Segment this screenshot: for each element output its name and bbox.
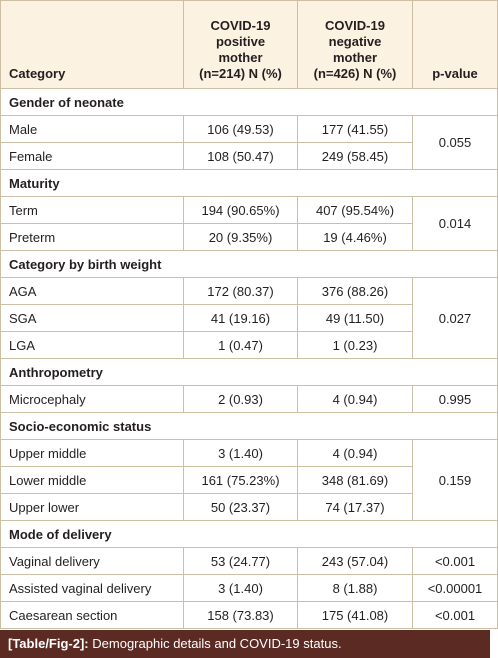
cell: 4 (0.94): [297, 385, 413, 413]
caption-label: [Table/Fig-2]:: [8, 636, 89, 651]
cell: 3 (1.40): [183, 439, 298, 467]
section-title: Gender of neonate: [0, 88, 498, 116]
header-category: Category: [0, 0, 184, 89]
cell: 2 (0.93): [183, 385, 298, 413]
section-row: Category by birth weight: [0, 250, 498, 278]
section-row: Maturity: [0, 169, 498, 197]
p-value: <0.001: [412, 547, 498, 575]
cell: 158 (73.83): [183, 601, 298, 629]
row-category: Preterm: [0, 223, 184, 251]
cell: 3 (1.40): [183, 574, 298, 602]
section-title: Anthropometry: [0, 358, 498, 386]
section-title: Socio-economic status: [0, 412, 498, 440]
header-line: mother: [218, 50, 263, 65]
row-category: LGA: [0, 331, 184, 359]
row-category: Assisted vaginal delivery: [0, 574, 184, 602]
cell: 407 (95.54%): [297, 196, 413, 224]
header-row: Category COVID-19 positive mother (n=214) N…: [0, 0, 498, 89]
cell: 194 (90.65%): [183, 196, 298, 224]
cell: 161 (75.23%): [183, 466, 298, 494]
header-line: COVID-19: [210, 18, 271, 33]
row-category: Male: [0, 115, 184, 143]
cell: 41 (19.16): [183, 304, 298, 332]
cell: 50 (23.37): [183, 493, 298, 521]
cell: 74 (17.37): [297, 493, 413, 521]
data-row: Upper lower 50 (23.37) 74 (17.37): [0, 493, 498, 521]
p-value: 0.159: [412, 439, 498, 521]
data-row: Lower middle 161 (75.23%) 348 (81.69): [0, 466, 498, 494]
section-row: Socio-economic status: [0, 412, 498, 440]
header-negative: COVID-19 negative mother (n=426) N (%): [297, 0, 413, 89]
header-line: negative: [328, 34, 382, 49]
p-value: <0.001: [412, 601, 498, 629]
cell: 249 (58.45): [297, 142, 413, 170]
section-row: Gender of neonate: [0, 88, 498, 116]
data-row: SGA 41 (19.16) 49 (11.50): [0, 304, 498, 332]
section-row: Mode of delivery: [0, 520, 498, 548]
data-row: Preterm 20 (9.35%) 19 (4.46%): [0, 223, 498, 251]
p-value: 0.014: [412, 196, 498, 251]
cell: 108 (50.47): [183, 142, 298, 170]
cell: 172 (80.37): [183, 277, 298, 305]
data-row: Upper middle 3 (1.40) 4 (0.94) 0.159: [0, 439, 498, 521]
data-row: Assisted vaginal delivery 3 (1.40) 8 (1.88…: [0, 574, 498, 602]
header-line: mother: [332, 50, 378, 65]
row-category: Upper lower: [0, 493, 184, 521]
row-category: Caesarean section: [0, 601, 184, 629]
row-category: Upper middle: [0, 439, 184, 467]
section-row: Anthropometry: [0, 358, 498, 386]
cell: 106 (49.53): [183, 115, 298, 143]
cell: 49 (11.50): [297, 304, 413, 332]
data-row: Term 194 (90.65%) 407 (95.54%) 0.014: [0, 196, 498, 251]
header-line: (n=426) N (%): [313, 66, 397, 81]
cell: 376 (88.26): [297, 277, 413, 305]
section-title: Maturity: [0, 169, 498, 197]
data-row: Microcephaly 2 (0.93) 4 (0.94) 0.995: [0, 385, 498, 413]
row-category: AGA: [0, 277, 184, 305]
cell: 4 (0.94): [297, 439, 413, 467]
p-value: <0.00001: [412, 574, 498, 602]
cell: 53 (24.77): [183, 547, 298, 575]
header-positive: COVID-19 positive mother (n=214) N (%): [183, 0, 298, 89]
row-category: Microcephaly: [0, 385, 184, 413]
data-row: Vaginal delivery 53 (24.77) 243 (57.04) <0.…: [0, 547, 498, 575]
section-title: Mode of delivery: [0, 520, 498, 548]
row-category: Term: [0, 196, 184, 224]
p-value: 0.055: [412, 115, 498, 170]
cell: 8 (1.88): [297, 574, 413, 602]
data-row: Female 108 (50.47) 249 (58.45): [0, 142, 498, 170]
header-p-value: p-value: [412, 0, 498, 89]
p-value: 0.027: [412, 277, 498, 359]
cell: 1 (0.23): [297, 331, 413, 359]
cell: 1 (0.47): [183, 331, 298, 359]
table-body: Gender of neonate Male 106 (49.53) 177 (41.…: [0, 88, 498, 629]
row-category: Vaginal delivery: [0, 547, 184, 575]
data-row: Male 106 (49.53) 177 (41.55) 0.055: [0, 115, 498, 170]
cell: 348 (81.69): [297, 466, 413, 494]
caption-text: Demographic details and COVID-19 status.: [92, 636, 342, 651]
row-category: SGA: [0, 304, 184, 332]
cell: 175 (41.08): [297, 601, 413, 629]
header-line: (n=214) N (%): [199, 66, 282, 81]
caption: [Table/Fig-2]: Demographic details and C…: [0, 630, 490, 658]
data-row: LGA 1 (0.47) 1 (0.23): [0, 331, 498, 359]
cell: 177 (41.55): [297, 115, 413, 143]
data-table: Category COVID-19 positive mother (n=214) N…: [0, 0, 498, 629]
row-category: Female: [0, 142, 184, 170]
p-value: 0.995: [412, 385, 498, 413]
cell: 19 (4.46%): [297, 223, 413, 251]
data-row: AGA 172 (80.37) 376 (88.26) 0.027: [0, 277, 498, 359]
cell: 20 (9.35%): [183, 223, 298, 251]
header-line: COVID-19: [325, 18, 385, 33]
cell: 243 (57.04): [297, 547, 413, 575]
data-row: Caesarean section 158 (73.83) 175 (41.08) <…: [0, 601, 498, 629]
row-category: Lower middle: [0, 466, 184, 494]
section-title: Category by birth weight: [0, 250, 498, 278]
header-line: positive: [215, 34, 266, 49]
